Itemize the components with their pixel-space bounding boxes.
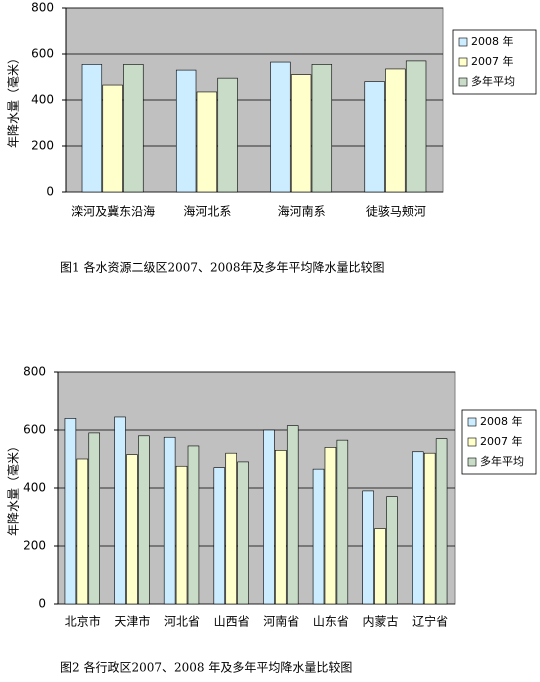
- y-tick-label: 200: [31, 139, 54, 153]
- bar: [196, 91, 218, 193]
- bar: [405, 60, 427, 193]
- x-tick-label: 山西省: [214, 615, 250, 629]
- legend-label: 多年平均: [471, 74, 515, 88]
- bar: [123, 64, 144, 193]
- legend-swatch: [458, 77, 468, 87]
- legend-label: 2008 年: [471, 34, 514, 48]
- bar: [187, 445, 200, 605]
- bar: [225, 452, 237, 605]
- legend-label: 2007 年: [471, 54, 514, 68]
- bar: [386, 496, 398, 605]
- legend-label: 2008 年: [480, 414, 523, 428]
- y-tick-label: 0: [46, 185, 54, 199]
- legend-label: 多年平均: [480, 454, 524, 468]
- bar: [270, 61, 291, 193]
- chart-caption: 图1 各水资源二级区2007、2008年及多年平均降水量比较图: [60, 260, 385, 275]
- y-tick-label: 200: [23, 539, 46, 553]
- bar: [213, 467, 226, 605]
- x-tick-label: 北京市: [65, 614, 101, 629]
- bar: [290, 74, 312, 193]
- x-tick-label: 辽宁省: [412, 614, 448, 629]
- bar: [286, 425, 299, 605]
- y-tick-label: 600: [31, 47, 54, 61]
- chart-caption: 图2 各行政区2007、2008 年及多年平均降水量比较图: [60, 660, 352, 675]
- bar: [175, 465, 188, 605]
- bar: [324, 447, 337, 605]
- legend-swatch: [458, 37, 468, 47]
- bar: [76, 458, 89, 605]
- bar: [237, 461, 249, 605]
- legend-swatch: [467, 417, 477, 427]
- bar: [163, 436, 176, 605]
- bar: [217, 77, 238, 193]
- y-tick-label: 400: [23, 481, 46, 495]
- y-tick-label: 800: [23, 365, 46, 379]
- bar: [114, 416, 126, 605]
- bar: [138, 435, 150, 605]
- bar: [435, 438, 448, 605]
- bar: [312, 468, 325, 605]
- x-tick-label: 滦河及冀东沿海: [71, 204, 155, 219]
- bar: [275, 449, 287, 605]
- legend-swatch: [458, 57, 468, 67]
- bar: [263, 429, 275, 605]
- bar: [102, 84, 123, 193]
- bar: [336, 439, 349, 605]
- x-tick-label: 海河北系: [183, 204, 231, 219]
- y-axis-label: 年降水量（毫米）: [6, 440, 21, 536]
- bar: [175, 69, 197, 193]
- legend-swatch: [467, 437, 477, 447]
- y-tick-label: 800: [31, 1, 54, 15]
- x-tick-label: 内蒙古: [363, 614, 399, 629]
- x-tick-label: 徒骇马颊河: [366, 204, 426, 219]
- bar: [311, 64, 333, 193]
- y-axis-label: 年降水量（毫米）: [6, 52, 21, 148]
- bar: [423, 452, 436, 605]
- bar: [88, 432, 100, 605]
- bar: [362, 490, 374, 605]
- x-tick-label: 山东省: [313, 615, 349, 629]
- legend-swatch: [467, 457, 477, 467]
- bar: [126, 454, 138, 605]
- legend-label: 2007 年: [480, 434, 523, 448]
- y-tick-label: 600: [23, 423, 46, 437]
- x-tick-label: 河南省: [263, 614, 299, 629]
- bar: [412, 451, 424, 605]
- bar: [374, 528, 386, 605]
- bar: [81, 64, 103, 193]
- bar: [364, 81, 385, 193]
- y-tick-label: 400: [31, 93, 54, 107]
- bar: [385, 68, 406, 193]
- x-tick-label: 河北省: [164, 615, 200, 629]
- y-tick-label: 0: [38, 597, 46, 611]
- bar: [64, 418, 77, 605]
- x-tick-label: 天津市: [114, 614, 150, 629]
- x-tick-label: 海河南系: [278, 204, 326, 219]
